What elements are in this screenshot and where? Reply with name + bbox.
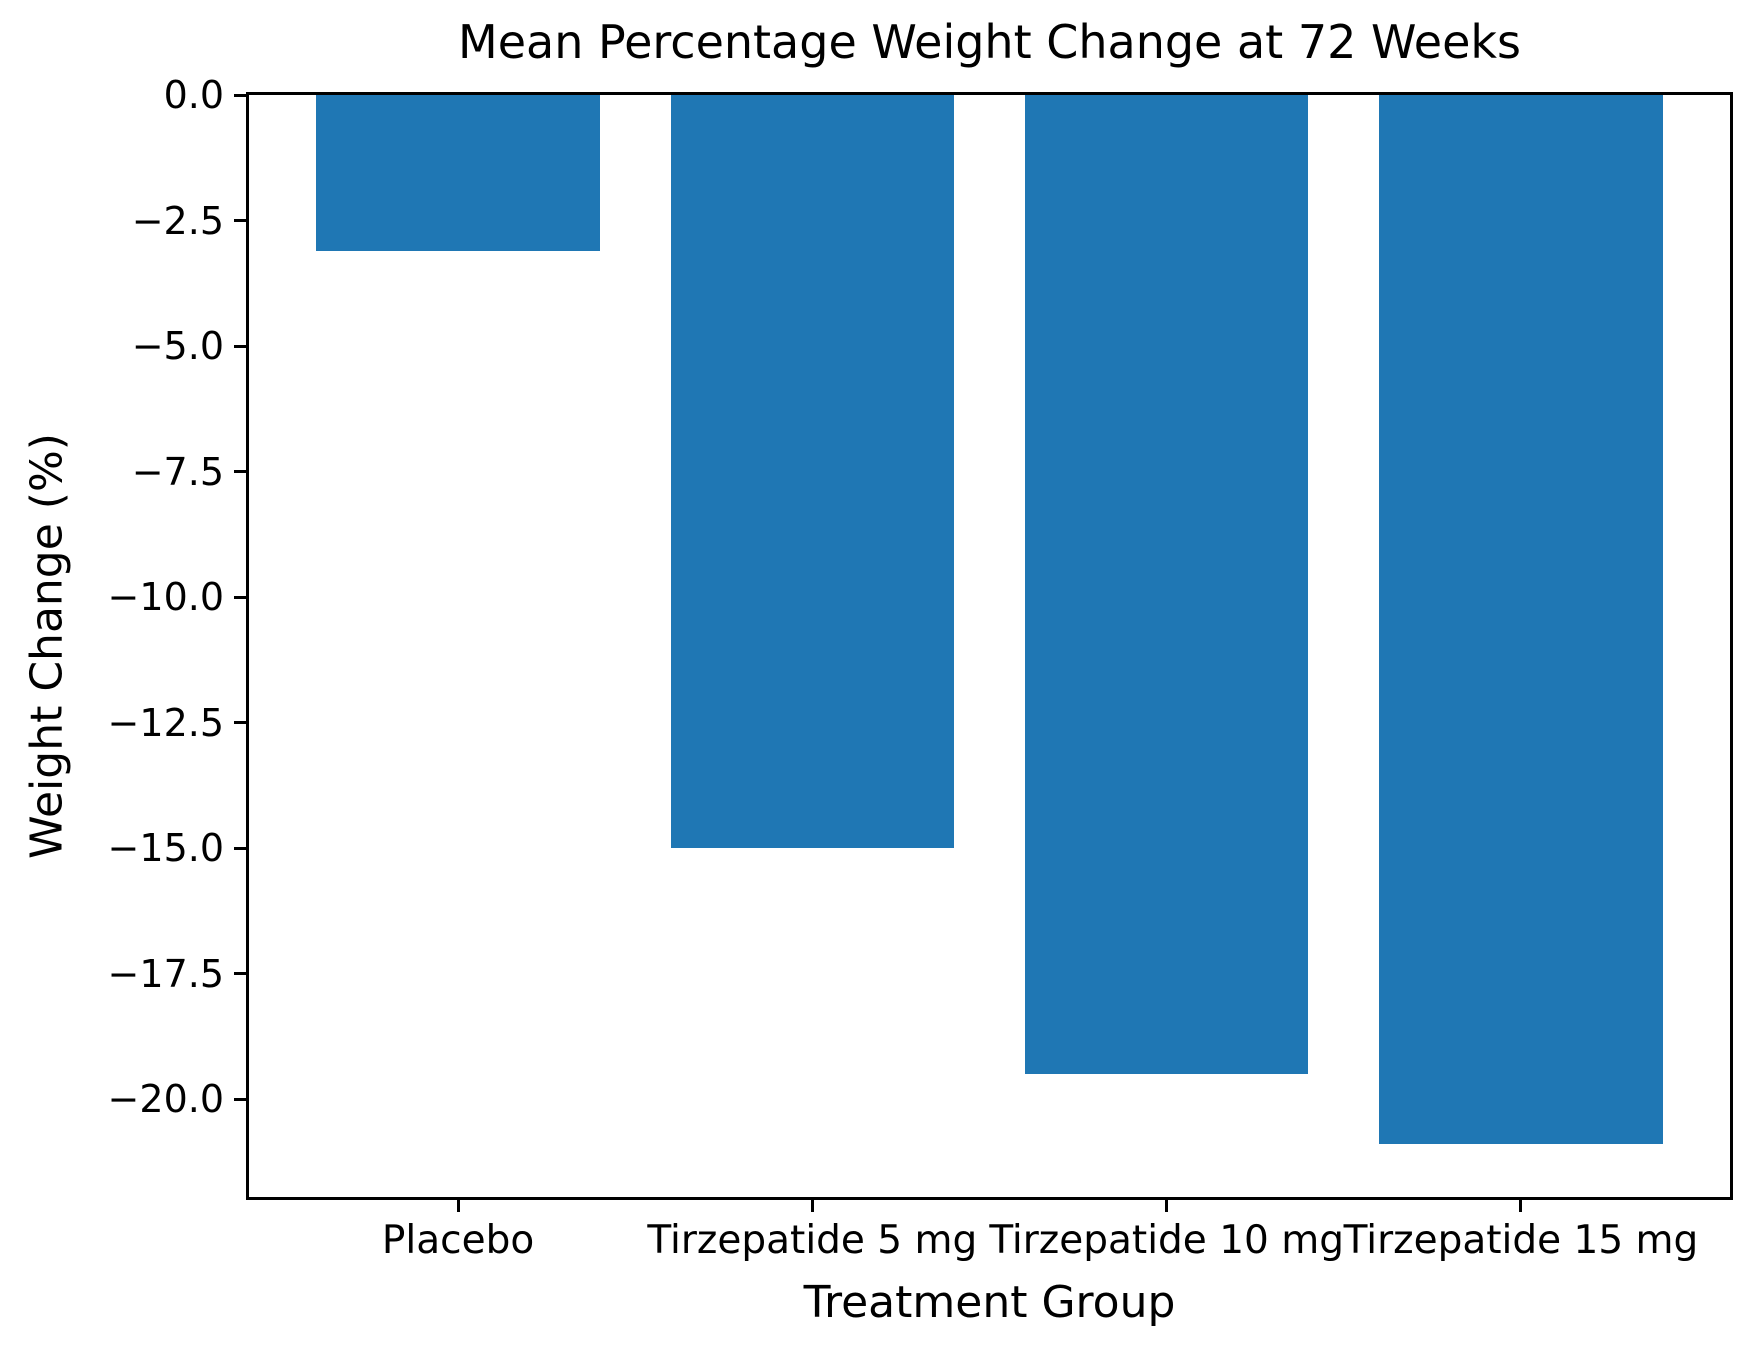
y-tick-label: −20.0 [107,1077,224,1122]
y-tick-mark [234,344,246,348]
x-tick-mark [1165,1200,1169,1212]
y-tick-mark [234,470,246,474]
bar-layer [249,95,1730,1197]
y-tick-label: −15.0 [107,826,224,871]
y-axis-label: Weight Change (%) [21,433,73,859]
x-axis-label: Treatment Group [803,1277,1176,1328]
x-tick-label-tirzepatide-5-mg: Tirzepatide 5 mg [647,1218,978,1263]
bar-placebo [316,95,600,251]
y-tick-mark [234,93,246,97]
bar-tirzepatide-5-mg [670,95,955,849]
bar-tirzepatide-15-mg [1379,95,1663,1145]
x-tick-mark [456,1200,460,1212]
x-tick-label-placebo: Placebo [381,1218,535,1263]
y-tick-mark [234,972,246,976]
y-tick-label: −5.0 [131,324,224,369]
y-tick-mark [234,595,246,599]
x-tick-mark [810,1200,814,1212]
y-tick-label: −2.5 [131,198,224,243]
bar-tirzepatide-10-mg [1024,95,1309,1074]
x-tick-label-tirzepatide-10-mg: Tirzepatide 10 mg [989,1218,1344,1263]
chart-title: Mean Percentage Weight Change at 72 Week… [458,15,1521,69]
plot-area [246,92,1733,1200]
y-tick-mark [234,721,246,725]
y-tick-mark [234,846,246,850]
y-tick-label: −10.0 [107,575,224,620]
x-tick-label-tirzepatide-15-mg: Tirzepatide 15 mg [1343,1218,1699,1263]
x-tick-mark [1519,1200,1523,1212]
y-tick-mark [234,219,246,222]
y-tick-label: 0.0 [163,73,224,117]
y-tick-label: −17.5 [107,951,224,996]
y-tick-label: −7.5 [131,449,224,494]
y-tick-label: −12.5 [107,700,224,745]
y-tick-mark [234,1097,246,1101]
